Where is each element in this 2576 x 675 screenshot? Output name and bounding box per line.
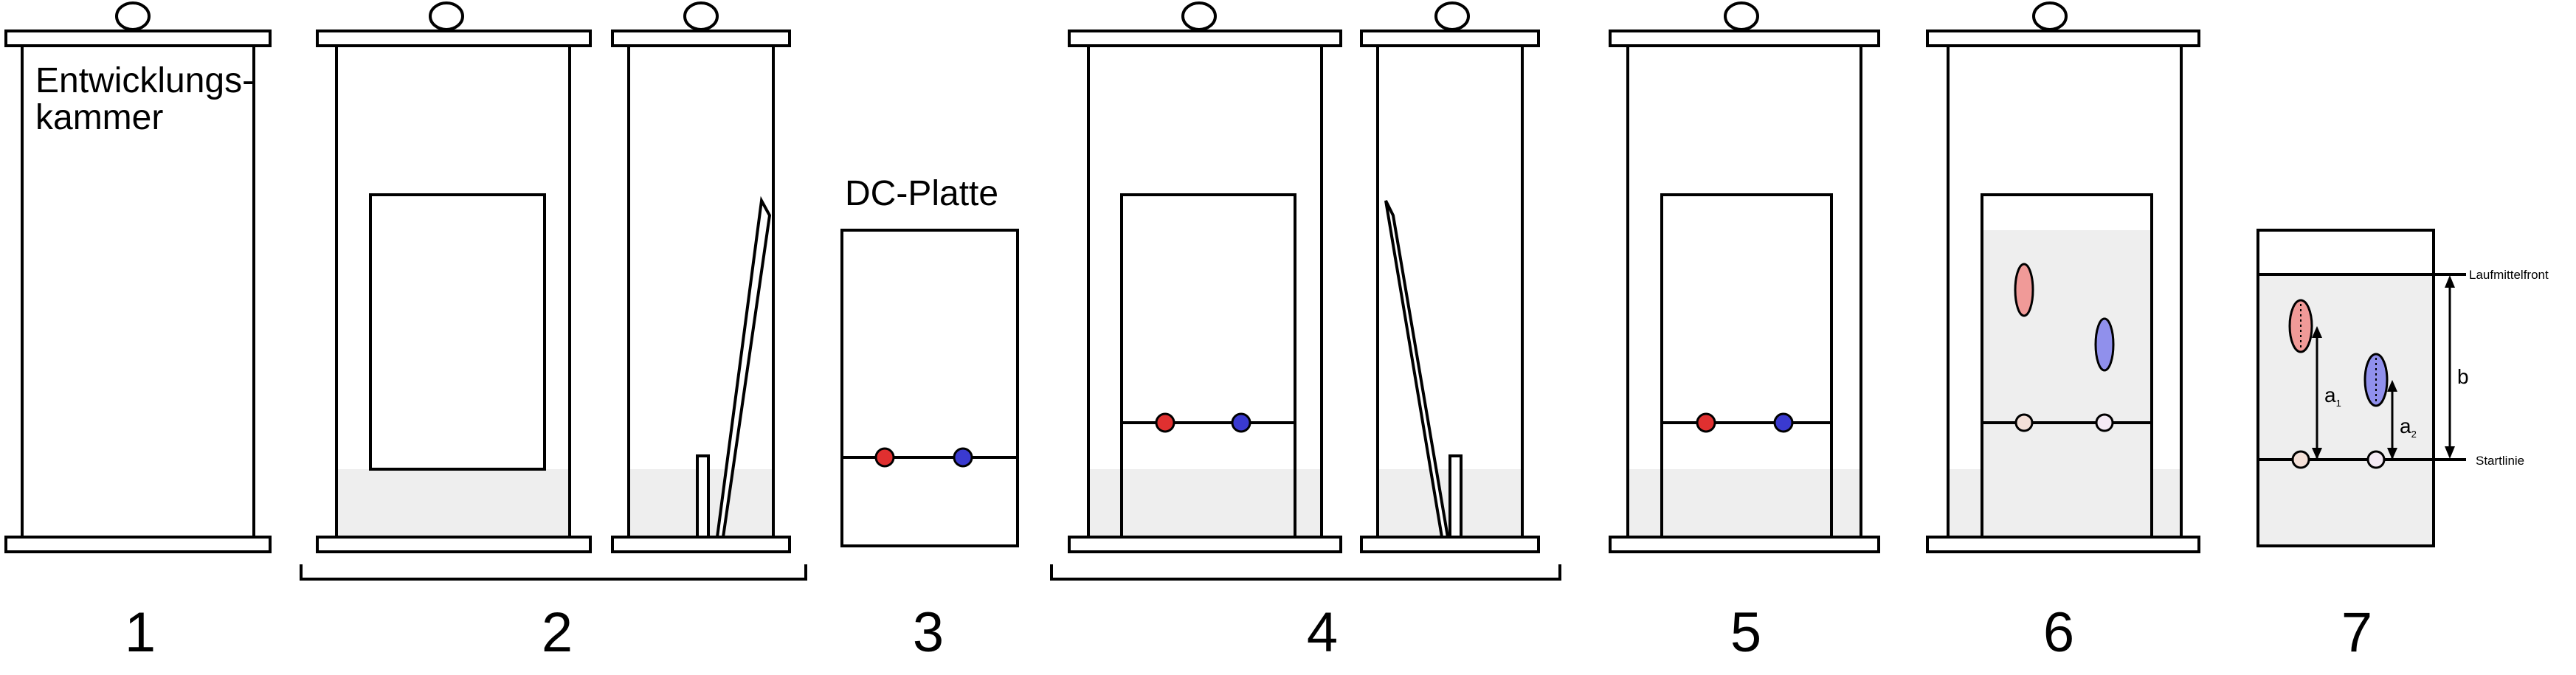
blue-spot (2094, 317, 2115, 372)
red-sample-dot (874, 447, 895, 468)
step-6-chamber (1926, 1, 2200, 553)
distance-b-label: b (2457, 365, 2469, 388)
solvent-front-label: Laufmittelfront (2469, 268, 2549, 282)
step-number-1: 1 (125, 601, 156, 664)
chamber-top-plate (4, 30, 272, 47)
step-2-chamber-front (316, 1, 592, 553)
step-7-plate (2256, 229, 2466, 547)
plate-label: DC-Platte (845, 174, 998, 213)
step-numbers: 1 2 3 4 5 6 7 (125, 601, 2372, 664)
chamber-lid-knob (115, 1, 151, 31)
step-number-2: 2 (542, 601, 573, 664)
start-line-label: Startlinie (2476, 454, 2524, 468)
chamber-label-line1: Entwicklungs- (35, 61, 254, 100)
step-number-5: 5 (1730, 601, 1761, 664)
step-2-bracket (300, 564, 807, 581)
step-4-chamber-front (1068, 1, 1342, 553)
plate-frame (369, 193, 546, 471)
step-2-chamber-side (611, 1, 791, 553)
step-5-chamber (1609, 1, 1880, 553)
chamber-label-line2: kammer (35, 98, 163, 137)
solvent (336, 469, 570, 537)
step-number-4: 4 (1307, 601, 1338, 664)
step-number-6: 6 (2043, 601, 2074, 664)
step-3-plate (840, 229, 1019, 547)
red-spot (2014, 263, 2034, 317)
step-number-7: 7 (2341, 601, 2372, 664)
step-4-bracket (1050, 564, 1561, 581)
step-1-chamber (4, 1, 272, 553)
blue-sample-dot (953, 447, 973, 468)
distance-a2-label: a2 (2400, 415, 2417, 440)
step-4-chamber-side (1360, 1, 1540, 553)
distance-a1-label: a1 (2324, 384, 2341, 409)
step-number-3: 3 (913, 601, 944, 664)
chamber-base-plate (4, 536, 272, 553)
beaker (696, 454, 710, 539)
